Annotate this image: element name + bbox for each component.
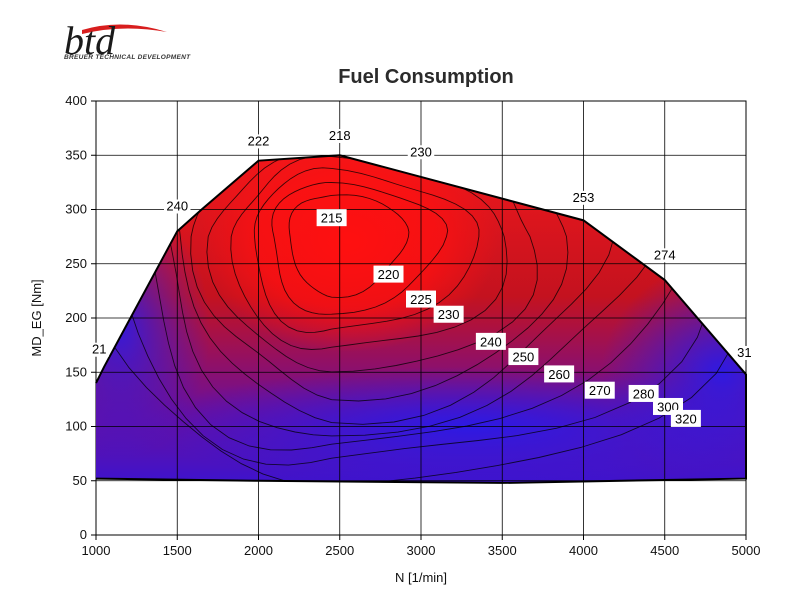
contour-line bbox=[271, 182, 449, 315]
contour-label-box bbox=[670, 409, 701, 427]
contour-line bbox=[288, 194, 410, 299]
full-load-label-box bbox=[326, 128, 353, 143]
full-load-label-box bbox=[651, 248, 678, 263]
full-load-label-box bbox=[407, 145, 435, 160]
logo-mark: btd bbox=[64, 18, 116, 63]
full-load-label-box bbox=[164, 199, 191, 214]
y-axis-label: MD_EG [Nm] bbox=[29, 279, 44, 356]
x-tick-label: 2500 bbox=[325, 543, 354, 558]
contour-line bbox=[96, 155, 740, 483]
contour-label-box bbox=[433, 305, 464, 323]
contour-label-box bbox=[406, 290, 436, 308]
y-tick-label: 100 bbox=[65, 419, 87, 434]
x-tick-label: 4000 bbox=[569, 543, 598, 558]
x-tick-label: 3000 bbox=[407, 543, 436, 558]
contour-label: 260 bbox=[548, 367, 570, 382]
full-load-label-box bbox=[570, 190, 597, 205]
y-tick-label: 0 bbox=[80, 527, 87, 542]
contour-label: 270 bbox=[589, 383, 611, 398]
contour-label-box bbox=[544, 365, 575, 383]
btd-logo: btd bbox=[64, 18, 167, 63]
contour-label: 230 bbox=[438, 307, 460, 322]
y-tick-label: 350 bbox=[65, 147, 87, 162]
full-load-label-box bbox=[734, 345, 754, 360]
y-tick-label: 250 bbox=[65, 256, 87, 271]
full-load-label: 21 bbox=[92, 342, 106, 357]
y-tick-label: 200 bbox=[65, 310, 87, 325]
full-load-outline bbox=[95, 154, 747, 484]
contour-line bbox=[190, 155, 569, 402]
logo-swoosh bbox=[82, 24, 167, 34]
contour-label: 215 bbox=[321, 211, 343, 226]
y-tick-label: 300 bbox=[65, 202, 87, 217]
full-load-label: 230 bbox=[410, 144, 432, 159]
contour-label: 220 bbox=[378, 267, 400, 282]
x-tick-label: 1500 bbox=[163, 543, 192, 558]
full-load-label: 253 bbox=[573, 190, 595, 205]
full-load-label: 218 bbox=[329, 128, 351, 143]
y-tick-label: 50 bbox=[73, 473, 87, 488]
x-tick-label: 3500 bbox=[488, 543, 517, 558]
full-load-label-box bbox=[89, 342, 109, 357]
contour-line bbox=[178, 155, 616, 425]
x-tick-label: 5000 bbox=[732, 543, 761, 558]
contour-label-box bbox=[475, 332, 506, 350]
x-axis-label: N [1/min] bbox=[395, 570, 447, 585]
full-load-label: 222 bbox=[248, 133, 270, 148]
full-load-label-box bbox=[245, 134, 272, 149]
contour-label-box bbox=[316, 209, 347, 227]
full-load-label: 274 bbox=[654, 247, 676, 262]
chart-title: Fuel Consumption bbox=[338, 66, 514, 88]
y-tick-label: 400 bbox=[65, 93, 87, 108]
contour-label-box bbox=[373, 265, 404, 283]
axis-ticks: 1000 1500 2000 2500 3000 3500 4000 4500 5000 0 50 1… bbox=[65, 93, 760, 558]
x-tick-label: 4500 bbox=[650, 543, 679, 558]
x-tick-label: 1000 bbox=[82, 543, 111, 558]
contour-label: 320 bbox=[675, 411, 697, 426]
contour-label: 240 bbox=[480, 334, 502, 349]
full-load-label: 31 bbox=[737, 345, 751, 360]
contour-label: 250 bbox=[513, 350, 535, 365]
x-tick-label: 2000 bbox=[244, 543, 273, 558]
full-load-label: 240 bbox=[166, 199, 188, 214]
y-tick-label: 150 bbox=[65, 364, 87, 379]
contour-label: 280 bbox=[633, 386, 655, 401]
grid bbox=[96, 101, 746, 535]
contour-label-box bbox=[584, 381, 615, 399]
contour-label-box bbox=[628, 384, 659, 402]
logo-tagline: BREUER TECHNICAL DEVELOPMENT bbox=[64, 54, 191, 61]
contour-label: 225 bbox=[410, 292, 432, 307]
contour-label-box bbox=[508, 348, 539, 366]
